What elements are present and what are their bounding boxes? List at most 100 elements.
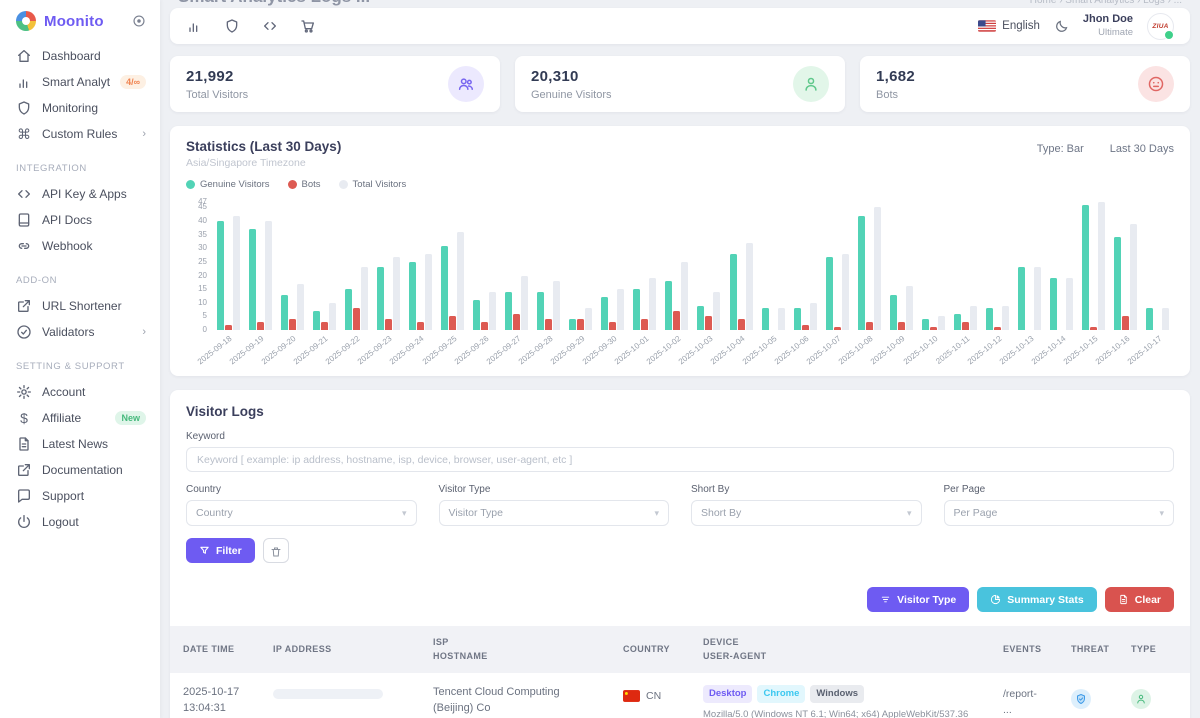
sidebar-collapse-icon[interactable] <box>132 14 146 28</box>
sidebar-item-custom-rules[interactable]: ⌘ Custom Rules › <box>0 121 160 147</box>
bar-genuine-visitors <box>216 221 224 330</box>
table-header: DATE TIME IP ADDRESS ISP HOSTNAME COUNTRY DEV… <box>170 626 1190 673</box>
filter-select-visitor-type[interactable]: Visitor Type ▾ <box>438 500 669 526</box>
filter-select-per-page[interactable]: Per Page ▾ <box>943 500 1174 526</box>
code-icon <box>16 186 32 202</box>
brand: Moonito <box>0 0 160 43</box>
x-tick-label: 2025-09-20 <box>259 334 298 367</box>
x-tick-label: 2025-10-14 <box>1029 334 1068 367</box>
device-badge: Chrome <box>757 684 806 703</box>
sidebar-item-validators[interactable]: Validators › <box>0 319 160 345</box>
sidebar-item-monitoring[interactable]: Monitoring <box>0 95 160 121</box>
file-icon <box>1118 594 1129 605</box>
bar-bots <box>961 321 969 330</box>
check-circle-icon <box>16 324 32 340</box>
code-icon[interactable] <box>262 18 278 34</box>
filter-list-icon <box>880 594 891 605</box>
x-tick-label: 2025-09-22 <box>324 334 362 367</box>
sidebar-item-label: Custom Rules <box>42 127 118 141</box>
cell-ip <box>273 685 433 699</box>
sidebar-item-logout[interactable]: Logout <box>0 509 160 535</box>
x-tick-label: 2025-09-28 <box>516 334 555 367</box>
bar-bots <box>384 319 392 330</box>
bar-total-visitors <box>745 242 753 330</box>
bar-total-visitors <box>1002 305 1010 330</box>
action-button-clear[interactable]: Clear <box>1104 587 1174 612</box>
action-button-summary-stats[interactable]: Summary Stats <box>977 587 1097 612</box>
bar-bots <box>865 321 873 330</box>
bar-genuine-visitors <box>248 229 256 330</box>
sidebar-item-url-shortener[interactable]: URL Shortener <box>0 293 160 319</box>
pie-icon <box>990 594 1001 605</box>
sidebar-item-label: Documentation <box>42 463 123 477</box>
language-label: English <box>1002 20 1040 32</box>
cart-icon[interactable] <box>300 18 316 34</box>
shield-icon[interactable] <box>224 18 240 34</box>
y-tick-label: 30 <box>198 243 207 253</box>
sidebar-item-label: Webhook <box>42 239 93 253</box>
legend-item-total-visitors[interactable]: Total Visitors <box>338 179 406 190</box>
user-menu[interactable]: Jhon Doe Ultimate <box>1083 13 1133 39</box>
legend-item-bots[interactable]: Bots <box>287 179 321 190</box>
y-tick-label: 25 <box>198 256 207 266</box>
filter-select-short-by[interactable]: Short By ▾ <box>691 500 922 526</box>
bar-genuine-visitors <box>280 294 288 330</box>
sidebar-item-webhook[interactable]: Webhook <box>0 233 160 259</box>
bar-genuine-visitors <box>986 308 994 330</box>
sidebar-item-latest-news[interactable]: Latest News <box>0 431 160 457</box>
stat-label: Total Visitors <box>186 88 249 101</box>
bar-group <box>244 202 276 330</box>
sidebar-item-account[interactable]: Account <box>0 379 160 405</box>
chevron-right-icon: › <box>142 128 146 140</box>
x-tick-label: 2025-09-26 <box>452 334 491 367</box>
sidebar-item-support[interactable]: Support <box>0 483 160 509</box>
filters-row: Country Country ▾ Visitor Type Visitor Type ▾… <box>186 472 1174 526</box>
trash-icon <box>270 545 282 557</box>
statistics-title: Statistics (Last 30 Days) <box>186 139 342 154</box>
sidebar-item-documentation[interactable]: Documentation <box>0 457 160 483</box>
bar-group <box>693 202 725 330</box>
y-tick-label: 10 <box>198 297 207 307</box>
top-toolbar: English Jhon Doe Ultimate ZIUA <box>170 8 1190 44</box>
person-icon <box>793 66 829 102</box>
avatar[interactable]: ZIUA <box>1147 12 1174 40</box>
bar-total-visitors <box>777 308 785 330</box>
bar-total-visitors <box>328 302 336 330</box>
legend-item-genuine-visitors[interactable]: Genuine Visitors <box>186 179 270 190</box>
sidebar-item-api-docs[interactable]: API Docs <box>0 207 160 233</box>
country-code: CN <box>646 689 662 702</box>
filter-per-page: Per Page Per Page ▾ <box>943 472 1174 526</box>
sidebar-item-smart-analyt[interactable]: Smart Analyt... 4/∞ <box>0 69 160 95</box>
bar-genuine-visitors <box>793 308 801 330</box>
filter-button[interactable]: Filter <box>186 538 255 563</box>
legend-dot-icon <box>287 180 297 189</box>
chart-legend: Genuine Visitors Bots Total Visitors <box>186 179 1174 190</box>
bar-chart-icon[interactable] <box>186 18 202 34</box>
filter-select-country[interactable]: Country ▾ <box>186 500 417 526</box>
chart-range-control[interactable]: Last 30 Days <box>1109 143 1174 155</box>
sidebar-item-dashboard[interactable]: Dashboard <box>0 43 160 69</box>
chat-icon <box>16 488 32 504</box>
y-tick-label: 20 <box>198 270 207 280</box>
sidebar-item-affiliate[interactable]: $ Affiliate New <box>0 405 160 431</box>
language-selector[interactable]: English <box>978 20 1040 32</box>
chart-type-control[interactable]: Type: Bar <box>1036 143 1084 155</box>
x-tick-label: 2025-09-21 <box>291 334 330 367</box>
column-header-ip-address: IP ADDRESS <box>273 644 332 655</box>
dark-mode-toggle[interactable] <box>1054 19 1069 34</box>
column-header-isp: ISP HOSTNAME <box>433 637 488 662</box>
y-tick-label: 47 <box>198 197 207 206</box>
column-header-country: COUNTRY <box>623 644 670 655</box>
sidebar-item-api-key-apps[interactable]: API Key & Apps <box>0 181 160 207</box>
bar-genuine-visitors <box>953 313 961 330</box>
cell-country: CN <box>623 689 703 704</box>
action-button-visitor-type[interactable]: Visitor Type <box>867 587 970 612</box>
reset-filters-button[interactable] <box>262 538 289 563</box>
stat-label: Genuine Visitors <box>531 88 612 101</box>
bar-group <box>853 202 885 330</box>
x-tick-label: 2025-10-11 <box>933 334 972 366</box>
keyword-input[interactable] <box>186 447 1174 472</box>
bar-bots <box>994 327 1002 330</box>
select-placeholder: Per Page <box>953 507 998 519</box>
us-flag-icon <box>978 20 997 32</box>
